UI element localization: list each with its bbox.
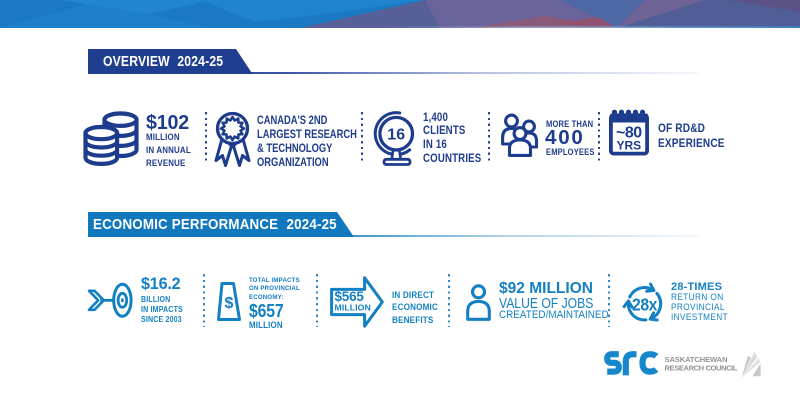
cycle-icon-value: 28x [632,295,658,315]
economic-stat-jobs-value: $92 MILLION [499,279,593,297]
target-arrow-icon [87,282,133,318]
stat-line: ORGANIZATION [257,154,329,169]
economic-banner-underline [200,234,699,237]
economic-divider-2 [316,273,319,327]
stat-line: IN DIRECT [391,289,434,300]
growth-arrow-icon-value: $565 [335,288,365,303]
stat-line: & TECHNOLOGY [257,140,333,155]
award-ribbon-icon [214,111,251,167]
overview-stat-employees-value: 400 [545,126,585,149]
src-logo-letters [604,351,659,376]
stat-line: IN ANNUAL [146,145,191,156]
economic-banner-year: 2024-25 [286,216,337,233]
logo-org-line1: SASKATCHEWAN [665,355,728,364]
stat-line: EXPERIENCE [658,135,725,150]
person-icon [466,284,491,321]
economic-stat-economy-after: MILLION [248,320,283,330]
overview-divider-4 [598,112,601,161]
stat-line: PROVINCIAL [671,302,725,312]
calendar-icon: ~80 YRS [608,109,649,156]
stat-line: CLIENTS [423,125,466,138]
globe-icon-number: 16 [387,127,405,144]
stat-line: TOTAL IMPACTS [248,276,300,284]
leaf-icon [741,351,761,378]
overview-divider-3 [488,112,491,161]
header-band-graphic [0,0,800,28]
stat-line: ECONOMY: [248,294,284,302]
stat-line: SINCE 2003 [141,315,182,325]
overview-banner-year: 2024-25 [176,53,223,70]
economic-stat-economy-intro: TOTAL IMPACTS ON PROVINCIAL ECONOMY: [249,277,300,303]
stat-line: BILLION [141,294,171,304]
economic-stat-return-title: 28-TIMES [671,280,723,293]
overview-stat-revenue-value: $102 [146,110,190,134]
stat-line: ECONOMIC [391,302,438,313]
economic-divider-3 [448,273,451,327]
calendar-icon-unit: YRS [616,139,641,153]
stat-line: CANADA'S 2ND [257,112,328,127]
grain-elevator-icon-dollar: $ [225,295,234,312]
stat-line: LARGEST RESEARCH [257,126,357,141]
overview-stat-employees-bottom: EMPLOYEES [546,146,595,157]
economic-stat-jobs-line2: VALUE OF JOBS [499,294,594,312]
growth-arrow-icon: $565 MILLION [330,275,384,328]
overview-divider-1 [205,112,208,161]
overview-stat-revenue-label: MILLION IN ANNUAL REVENUE [146,131,191,171]
cycle-icon: 28x [622,282,663,322]
coins-icon [83,111,139,166]
src-logo: SASKATCHEWAN RESEARCH COUNCIL [604,351,761,378]
economic-stat-return-label: RETURN ON PROVINCIAL INVESTMENT [671,292,728,322]
overview-stat-employees-top: MORE THAN [546,119,594,129]
stat-line: IN 16 [423,139,447,152]
economic-stat-economy-value: $657 [248,301,284,321]
growth-arrow-icon-unit: MILLION [335,302,371,312]
people-icon [501,113,539,157]
globe-icon: 16 [373,111,414,166]
overview-banner-underline [150,71,698,74]
stat-line: 1,400 [423,111,449,124]
logo-org-line2: RESEARCH COUNCIL [665,363,738,372]
overview-divider-2 [361,112,364,161]
economic-divider-1 [203,273,206,327]
stat-line: MILLION [146,132,180,142]
stat-line: ON PROVINCIAL [248,285,300,293]
overview-banner: OVERVIEW 2024-25 [88,49,253,74]
stat-line: COUNTRIES [423,152,482,165]
overview-stat-clients-label: 1,400 CLIENTS IN 16 COUNTRIES [423,112,481,167]
economic-banner-text: ECONOMIC PERFORMANCE 2024-25 [93,217,337,233]
stat-line: OF RD&D [658,120,706,135]
stat-line: IN IMPACTS [141,304,183,314]
economic-banner: ECONOMIC PERFORMANCE 2024-25 [88,212,355,237]
economic-stat-impacts-label: BILLION IN IMPACTS SINCE 2003 [141,295,183,326]
stat-line: RETURN ON [671,292,724,302]
overview-stat-experience-label: OF RD&D EXPERIENCE [658,121,725,151]
stat-line: REVENUE [146,158,186,169]
economic-stat-benefits-label: IN DIRECT ECONOMIC BENEFITS [392,289,438,327]
stat-line: INVESTMENT [671,312,729,322]
stat-line: BENEFITS [391,314,433,325]
economic-banner-label: ECONOMIC PERFORMANCE [92,216,278,233]
calendar-icon-number: ~80 [615,124,641,141]
grain-elevator-icon: $ [217,282,241,321]
overview-banner-label: OVERVIEW [102,53,170,70]
economic-divider-4 [608,273,611,327]
overview-banner-text: OVERVIEW 2024-25 [103,54,223,70]
economic-stat-impacts-value: $16.2 [141,274,181,293]
overview-stat-organization-label: CANADA'S 2ND LARGEST RESEARCH & TECHNOLO… [257,113,357,169]
economic-stat-jobs-line3: CREATED/MAINTAINED [499,308,609,321]
